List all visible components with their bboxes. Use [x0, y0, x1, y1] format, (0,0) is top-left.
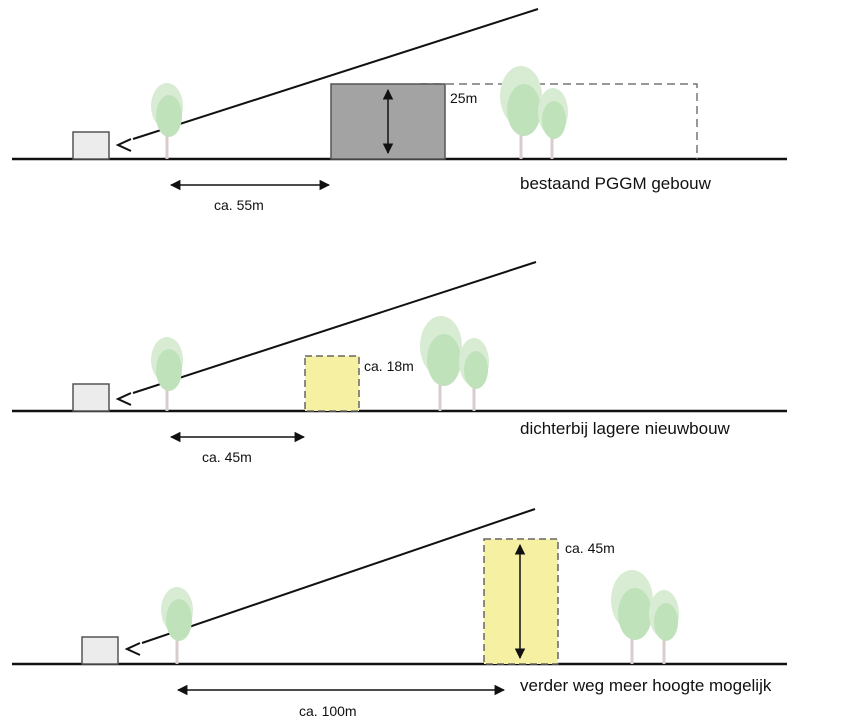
viewer-house — [72, 131, 110, 160]
tree-group-icon — [611, 570, 679, 664]
tree-icon — [151, 337, 183, 411]
scenario-caption: verder weg meer hoogte mogelijk — [520, 676, 772, 695]
viewer-house — [81, 636, 119, 665]
scenario-caption: bestaand PGGM gebouw — [520, 174, 712, 193]
new-building-lower — [304, 355, 360, 412]
scenario-farther-taller: ca. 45m ca. 100m verder weg meer hoogte … — [12, 508, 787, 719]
distance-label: ca. 55m — [214, 197, 264, 213]
eye-icon — [124, 642, 141, 656]
height-label: 25m — [450, 90, 477, 106]
distance-label: ca. 100m — [299, 703, 357, 719]
tree-icon — [161, 587, 193, 664]
sight-line — [132, 261, 537, 394]
sight-line — [141, 508, 536, 644]
scenario-closer-lower: ca. 18m ca. 45m dichterbij lagere nieuwb… — [12, 261, 787, 465]
height-label: ca. 18m — [364, 358, 414, 374]
tree-group-icon — [500, 66, 568, 159]
scenario-existing: 25m ca. 55m bestaand PGGM gebouw — [12, 8, 787, 213]
tree-group-icon — [420, 316, 489, 411]
scenario-caption: dichterbij lagere nieuwbouw — [520, 419, 731, 438]
tree-icon — [151, 83, 183, 159]
eye-icon — [115, 138, 132, 152]
distance-label: ca. 45m — [202, 449, 252, 465]
sight-line — [132, 8, 539, 140]
eye-icon — [115, 392, 132, 406]
viewer-house — [72, 383, 110, 412]
height-label: ca. 45m — [565, 540, 615, 556]
new-building-taller — [483, 538, 559, 665]
